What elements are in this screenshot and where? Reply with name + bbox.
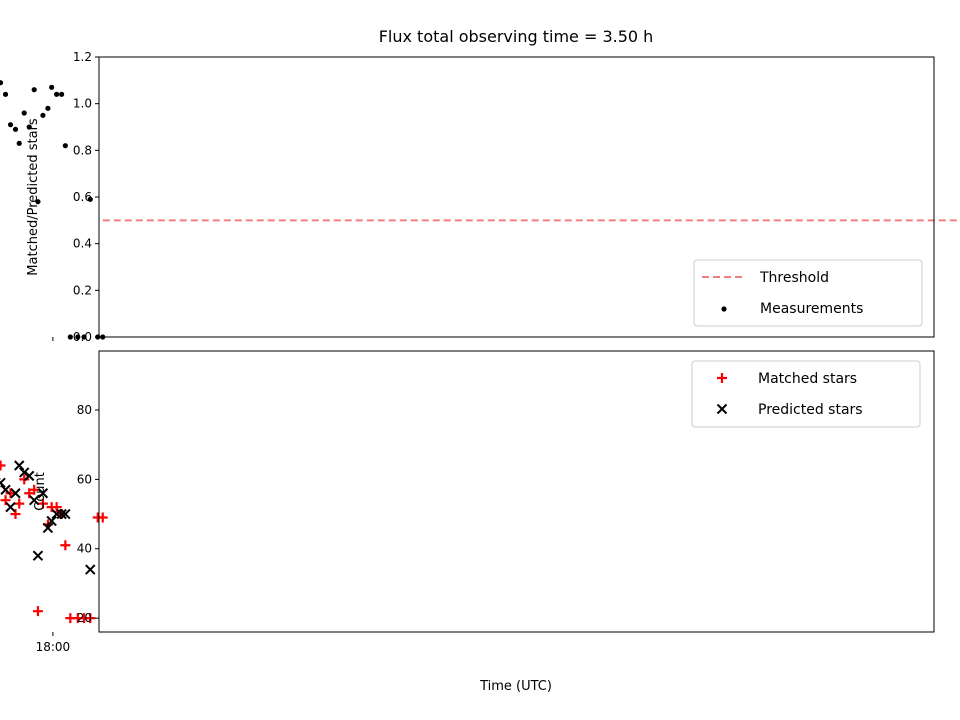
legend-label: Measurements (760, 301, 863, 317)
axes-frame (98, 350, 935, 633)
data-point (5, 501, 16, 513)
data-point (0, 477, 6, 489)
data-point (0, 80, 4, 86)
data-point (40, 112, 46, 118)
data-point (37, 488, 49, 499)
y-tick-label: 1.2 (73, 50, 92, 64)
y-tick-label: 0.8 (73, 143, 92, 157)
data-point (12, 126, 19, 132)
data-point (14, 460, 25, 471)
y-tick-label: 40 (77, 542, 92, 556)
data-point (19, 467, 30, 478)
y-tick-label: 0.4 (73, 237, 92, 251)
data-point (37, 498, 48, 509)
legend: Threshold Measurements (693, 259, 923, 327)
data-point (21, 110, 27, 116)
legend-box (691, 360, 921, 428)
y-tick-label: 60 (77, 472, 92, 486)
y-axis-label: Count (33, 472, 48, 511)
data-point (46, 515, 57, 527)
data-point (59, 91, 65, 97)
data-point (7, 122, 14, 128)
data-point (42, 522, 54, 534)
data-point (26, 124, 32, 130)
y-tick-label: 0.2 (73, 283, 92, 297)
data-point (87, 196, 93, 202)
data-point (5, 488, 16, 499)
legend-predicted-swatch (716, 403, 728, 415)
data-point (2, 91, 9, 97)
series-predicted-stars (0, 460, 96, 575)
data-point (51, 508, 62, 520)
data-point (28, 494, 40, 506)
data-point (60, 508, 71, 520)
data-point (67, 334, 73, 340)
bottom-panel: 18:0020:0022:0000:0002:0004:0006:0020406… (0, 350, 935, 654)
y-tick-label: 0.6 (73, 190, 92, 204)
y-tick-label: 20 (77, 611, 92, 625)
data-point (14, 498, 25, 509)
data-point (54, 91, 60, 97)
series-measurements (0, 80, 106, 340)
data-point (75, 334, 81, 340)
legend-label: Threshold (759, 270, 829, 286)
data-point (65, 613, 76, 624)
data-point (19, 474, 30, 485)
data-point (32, 606, 43, 617)
y-tick-label: 80 (77, 403, 92, 417)
data-point (85, 564, 96, 575)
data-point (62, 143, 68, 149)
legend-label: Matched stars (758, 371, 857, 387)
x-axis-label: Time (UTC) (479, 679, 552, 694)
data-point (81, 334, 87, 340)
data-point (16, 140, 22, 146)
data-point (60, 540, 71, 551)
legend-box (693, 259, 923, 327)
legend: Matched stars Predicted stars (691, 360, 921, 428)
y-tick-label: 0.0 (73, 330, 92, 344)
x-tick-label: 18:00 (36, 640, 71, 654)
data-point (35, 199, 41, 205)
data-point (0, 484, 11, 495)
data-point (31, 87, 37, 93)
data-point (49, 84, 55, 90)
legend-label: Predicted stars (758, 402, 863, 418)
data-point (92, 512, 103, 523)
y-tick-label: 1.0 (73, 97, 92, 111)
data-point (32, 550, 44, 561)
data-point (10, 488, 21, 499)
chart-title: Flux total observing time = 3.50 h (379, 27, 654, 46)
legend-matched-swatch (717, 373, 727, 383)
legend-measurements-swatch (721, 306, 727, 312)
data-point (24, 470, 35, 482)
data-point (45, 105, 51, 111)
y-axis-label: Matched/Predicted stars (26, 118, 41, 276)
top-panel: 0.0 0.2 0.4 0.6 0.8 1.0 1.2 Matched/Predicted s… (0, 50, 960, 344)
